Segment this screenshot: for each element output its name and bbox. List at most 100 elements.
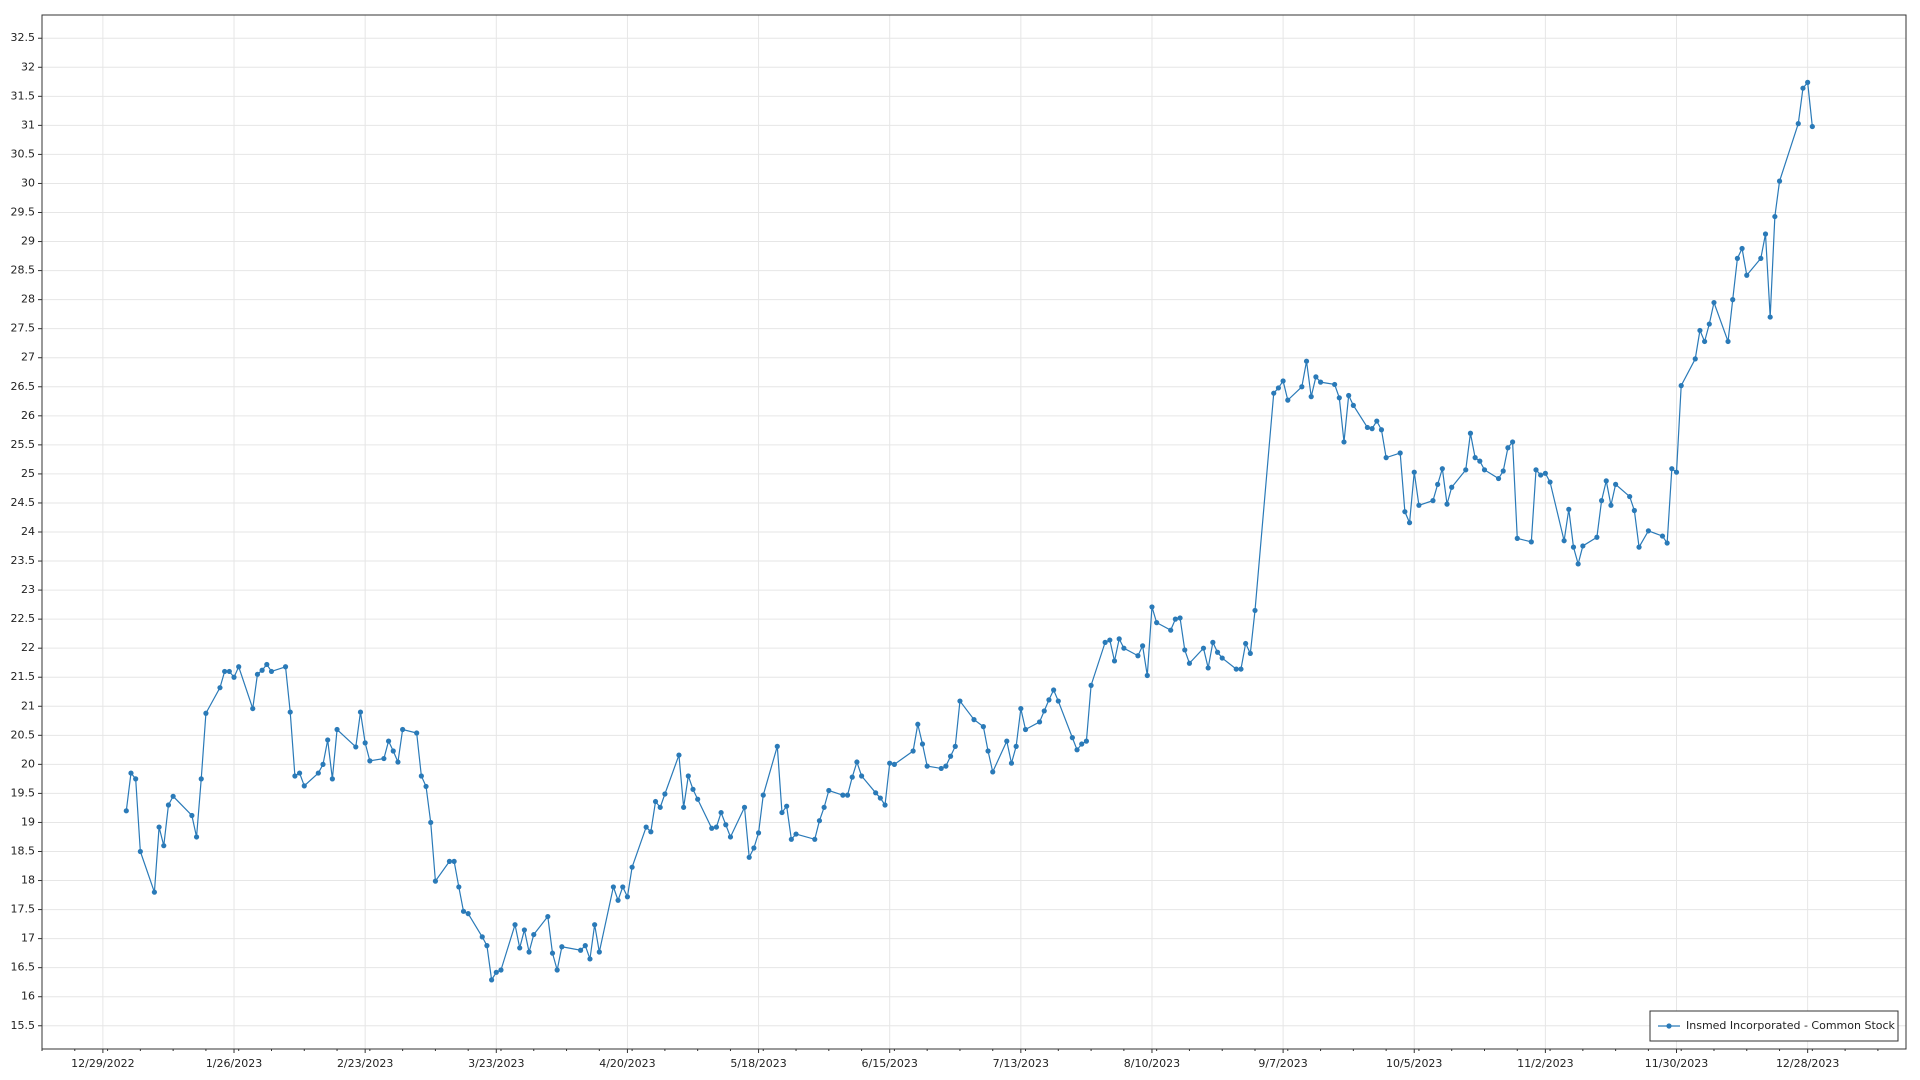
data-point	[1547, 479, 1553, 485]
data-point	[353, 744, 359, 750]
data-point	[1514, 535, 1520, 541]
legend-label: Insmed Incorporated - Common Stock	[1686, 1019, 1896, 1032]
data-point	[648, 829, 654, 835]
data-point	[161, 843, 167, 849]
data-point	[1580, 543, 1586, 549]
data-point	[1776, 178, 1783, 184]
data-point	[137, 848, 143, 855]
x-tick-label: 5/18/2023	[730, 1057, 786, 1070]
data-point	[957, 698, 963, 704]
data-point	[1182, 647, 1188, 653]
data-point	[1702, 338, 1708, 345]
x-tick-label: 6/15/2023	[861, 1057, 917, 1070]
data-point	[357, 709, 364, 715]
data-point	[741, 804, 748, 810]
data-point	[746, 854, 752, 860]
y-tick-label: 17	[21, 932, 35, 945]
data-point	[446, 858, 453, 864]
data-point	[788, 836, 794, 842]
y-tick-label: 27.5	[11, 322, 36, 335]
data-point	[1074, 747, 1080, 753]
data-point	[615, 897, 621, 903]
data-point	[1247, 650, 1253, 657]
data-point	[1449, 484, 1455, 490]
data-point	[287, 709, 293, 715]
plot-frame	[41, 14, 1907, 1050]
legend: Insmed Incorporated - Common Stock	[1649, 1010, 1899, 1042]
y-tick-label: 23.5	[11, 554, 36, 567]
data-point	[545, 913, 551, 920]
data-point	[1069, 735, 1075, 741]
y-tick-label: 21.5	[11, 670, 36, 683]
data-point	[521, 927, 527, 933]
data-point	[268, 668, 275, 675]
data-point	[1435, 481, 1441, 487]
data-point	[1767, 314, 1773, 320]
data-point	[1285, 397, 1291, 403]
data-point	[1200, 645, 1207, 651]
data-point	[1107, 637, 1113, 643]
data-point	[1205, 665, 1211, 671]
data-point	[1214, 649, 1221, 655]
data-point	[1303, 358, 1310, 364]
data-point	[512, 922, 518, 928]
data-point	[971, 717, 977, 723]
data-point	[1730, 297, 1736, 303]
data-point	[1636, 544, 1642, 550]
data-point	[1177, 615, 1183, 621]
data-point	[840, 792, 846, 798]
data-point	[1299, 384, 1305, 390]
data-point	[1275, 385, 1282, 391]
data-point	[891, 761, 897, 767]
data-point	[367, 758, 373, 764]
y-tick-label: 31.5	[11, 89, 36, 102]
data-point	[1172, 616, 1178, 622]
data-point	[151, 889, 158, 895]
data-point	[1313, 374, 1319, 380]
y-tick-label: 32.5	[11, 31, 36, 44]
data-point	[1627, 493, 1633, 500]
data-point	[432, 878, 439, 884]
data-point	[301, 783, 307, 789]
data-point	[189, 812, 195, 819]
data-point	[887, 760, 893, 766]
data-point	[1739, 245, 1745, 252]
data-point	[165, 802, 172, 808]
y-tick-label: 22	[21, 641, 35, 654]
data-point	[456, 884, 462, 890]
data-point	[264, 661, 270, 668]
data-point	[1308, 394, 1314, 400]
y-tick-label: 28.5	[11, 264, 36, 277]
data-point	[1762, 231, 1769, 237]
data-point	[592, 922, 598, 928]
data-point	[1102, 639, 1108, 645]
data-point	[1004, 738, 1010, 744]
data-point	[1561, 538, 1567, 544]
y-tick-label: 26.5	[11, 380, 36, 393]
data-point	[1135, 653, 1141, 659]
data-point	[657, 804, 663, 810]
x-tick-label: 11/2/2023	[1517, 1057, 1573, 1070]
data-point	[390, 748, 396, 754]
y-tick-label: 29.5	[11, 206, 36, 219]
data-point	[554, 967, 560, 973]
data-point	[1669, 466, 1675, 472]
data-point	[1140, 643, 1146, 649]
data-point	[915, 721, 921, 727]
data-point	[629, 864, 635, 870]
data-point	[1566, 506, 1572, 512]
data-point	[381, 755, 387, 762]
data-point	[1079, 741, 1085, 747]
data-point	[947, 753, 954, 759]
data-point	[751, 845, 757, 851]
data-point	[877, 795, 883, 801]
data-point	[1673, 469, 1680, 475]
data-point	[821, 804, 827, 810]
data-point	[858, 773, 865, 779]
data-point	[676, 752, 682, 758]
data-point	[1406, 520, 1413, 526]
data-point	[1570, 544, 1577, 550]
data-point	[484, 943, 490, 949]
data-point	[582, 943, 588, 949]
